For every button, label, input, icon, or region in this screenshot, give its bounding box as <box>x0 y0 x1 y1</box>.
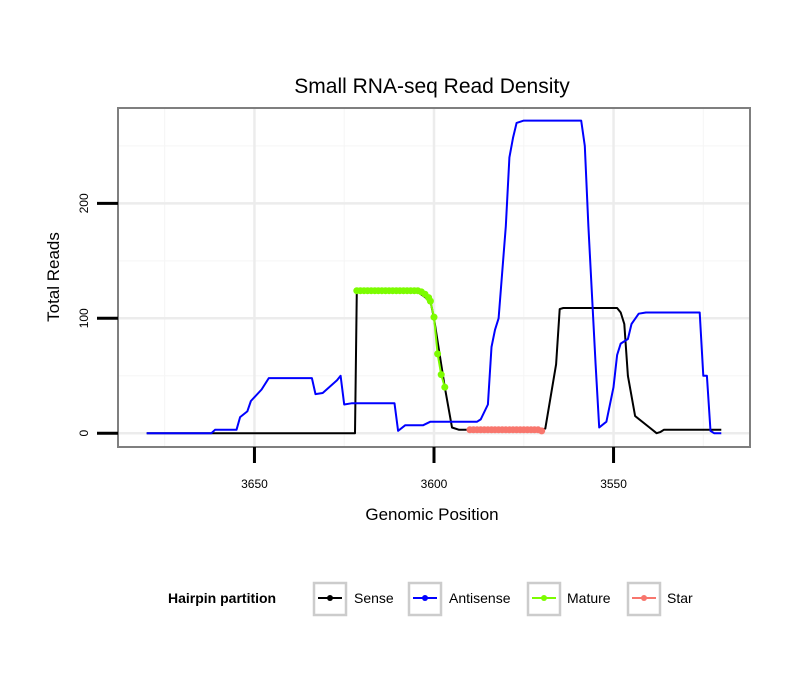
legend-key-star <box>626 581 662 617</box>
y-tick-label: 200 <box>77 193 91 213</box>
point-mature <box>437 371 445 379</box>
point-mature <box>441 383 449 391</box>
x-axis: 3650 3600 3550 <box>241 447 627 491</box>
legend-label-star: Star <box>667 590 693 606</box>
legend-label-antisense: Antisense <box>449 590 511 606</box>
legend-key-mature <box>526 581 562 617</box>
x-tick-label: 3650 <box>241 477 268 491</box>
point-star <box>538 427 546 435</box>
legend-title: Hairpin partition <box>168 590 276 606</box>
point-mature <box>426 297 434 305</box>
series-layer <box>146 119 722 435</box>
y-axis-title: Total Reads <box>44 232 63 322</box>
legend-key-antisense <box>407 581 443 617</box>
x-axis-title: Genomic Position <box>365 505 498 524</box>
legend-label-sense: Sense <box>354 590 394 606</box>
legend-label-mature: Mature <box>567 590 611 606</box>
y-tick-label: 0 <box>77 430 91 437</box>
grid-major <box>118 108 750 447</box>
x-tick-label: 3600 <box>421 477 448 491</box>
y-axis: 0 100 200 <box>77 193 118 437</box>
point-mature <box>430 313 438 321</box>
series-line-antisense <box>146 119 722 435</box>
chart-title: Small RNA-seq Read Density <box>294 75 570 98</box>
y-tick-label: 100 <box>77 308 91 328</box>
point-mature <box>434 350 442 358</box>
legend: Hairpin partition Sense Antisense Mature… <box>168 581 693 617</box>
legend-key-sense <box>312 581 348 617</box>
x-tick-label: 3550 <box>600 477 627 491</box>
